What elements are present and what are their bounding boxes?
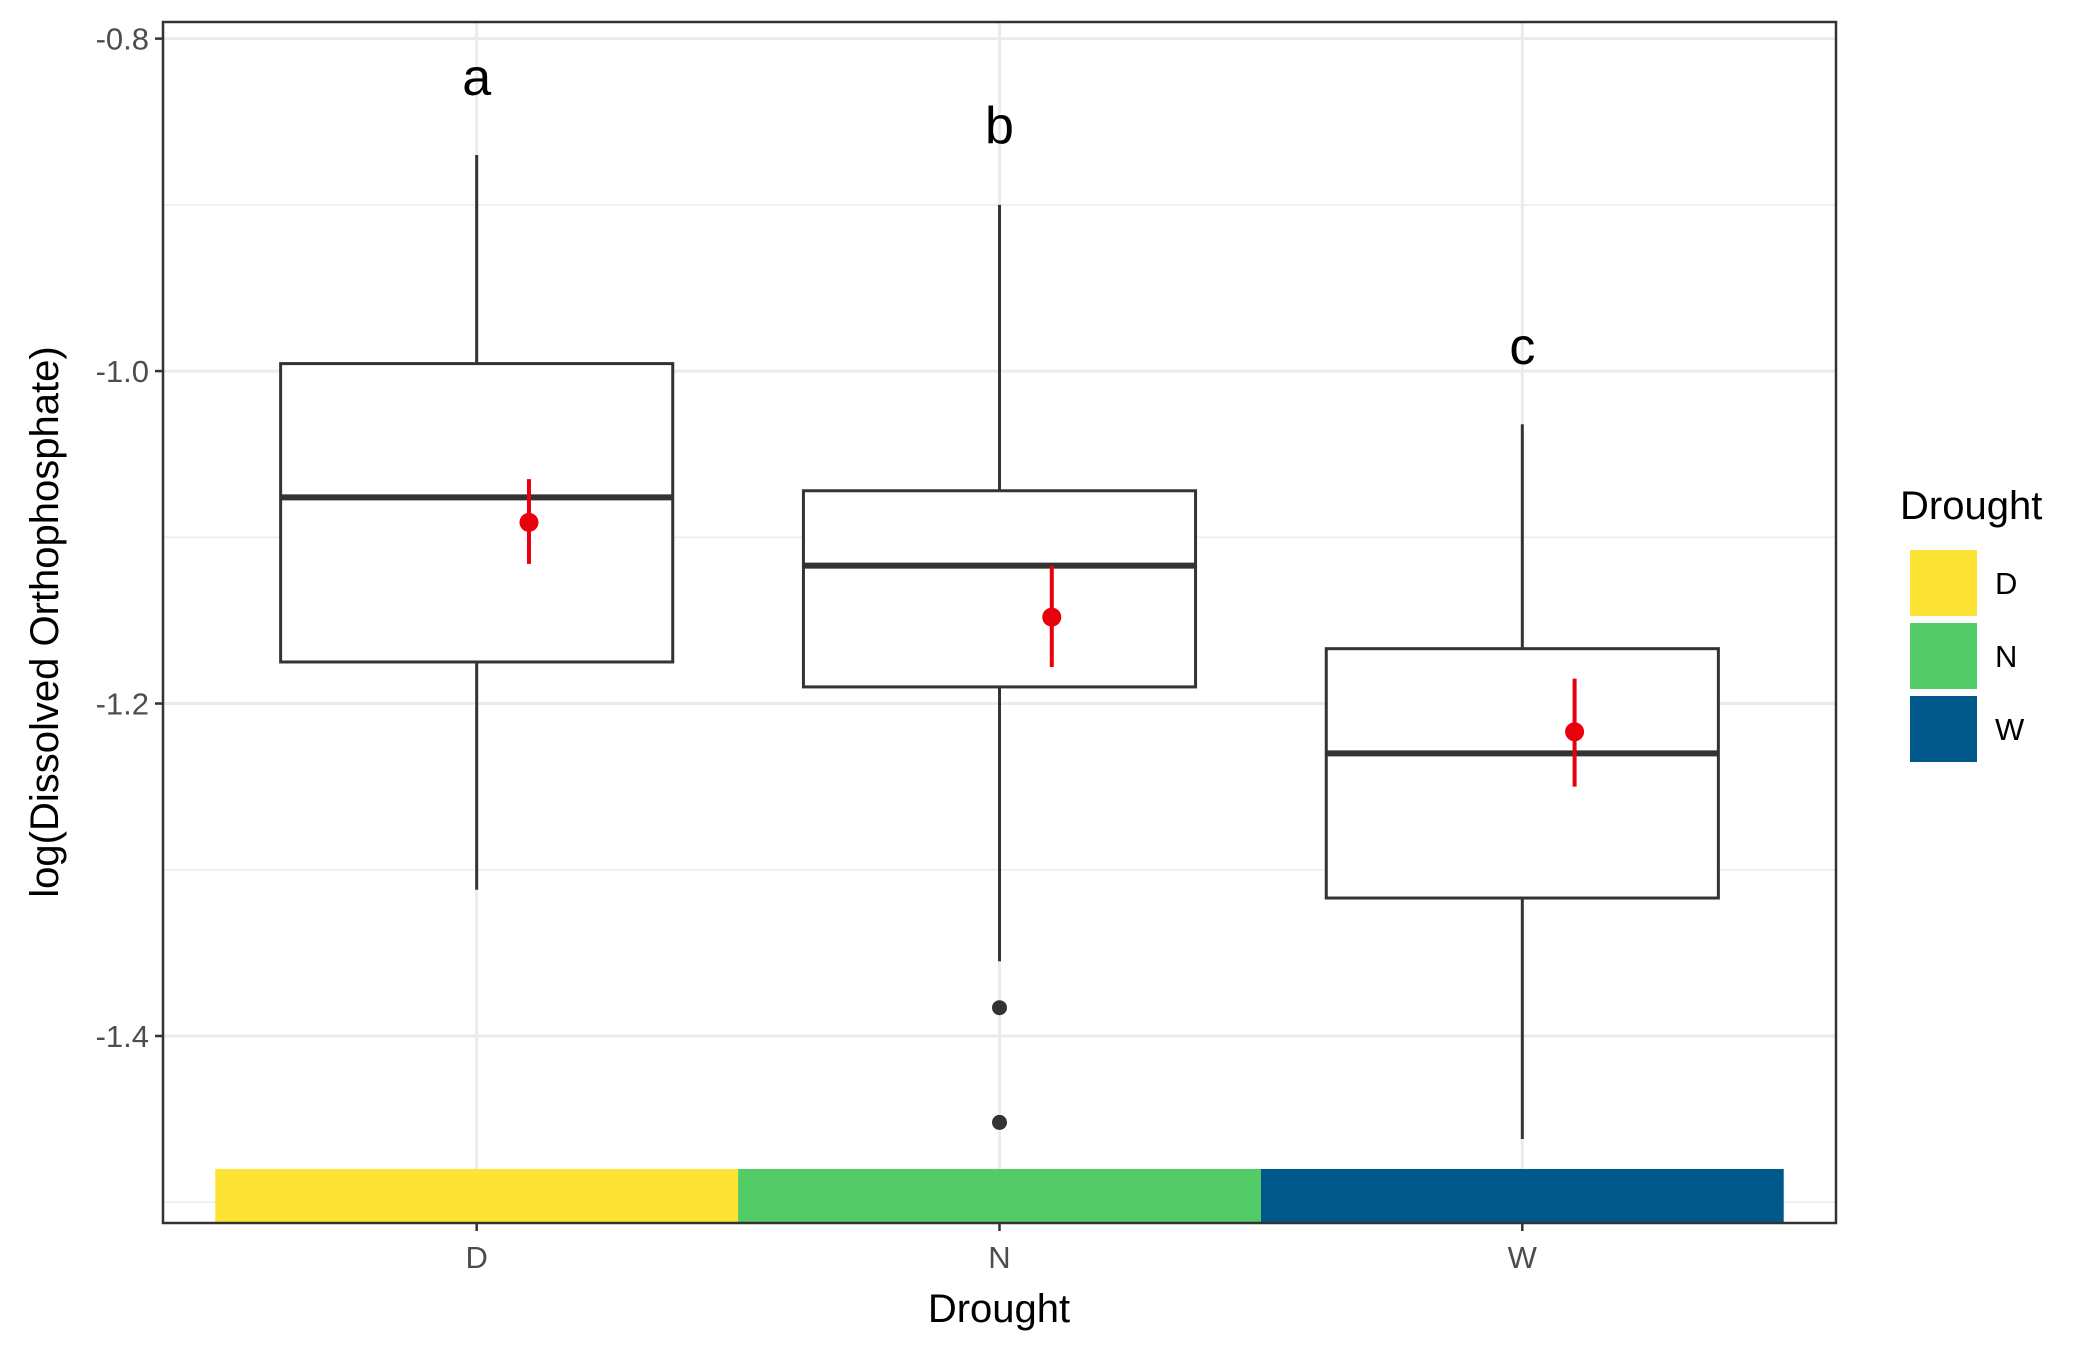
legend-key-n bbox=[1910, 623, 1977, 689]
mean-point bbox=[1042, 607, 1062, 627]
color-bar-segment-n bbox=[738, 1168, 1261, 1223]
outlier-point bbox=[992, 1114, 1007, 1130]
y-tick-label: -1.4 bbox=[96, 1019, 149, 1054]
legend-label-w: W bbox=[1995, 712, 2025, 747]
mean-point bbox=[1565, 722, 1585, 742]
significance-letters: a b c bbox=[462, 49, 1535, 376]
x-tick-label: N bbox=[988, 1240, 1010, 1275]
color-bar bbox=[215, 1168, 1784, 1223]
y-tick-label: -1.0 bbox=[96, 354, 149, 389]
x-tick-label: D bbox=[465, 1240, 487, 1275]
legend-label-n: N bbox=[1995, 639, 2017, 674]
x-axis-title: Drought bbox=[928, 1287, 1070, 1331]
legend-title: Drought bbox=[1900, 484, 2042, 528]
box-d bbox=[279, 154, 675, 890]
y-tick-label: -1.2 bbox=[96, 687, 149, 722]
box-n bbox=[801, 204, 1198, 1130]
boxes bbox=[279, 154, 1720, 1140]
box-iqr bbox=[1324, 647, 1720, 900]
mean-point bbox=[519, 512, 539, 532]
x-tick-label: W bbox=[1508, 1240, 1538, 1275]
legend: Drought D N W bbox=[1900, 484, 2042, 762]
color-bar-segment-d bbox=[215, 1168, 739, 1223]
significance-letter-d: a bbox=[462, 49, 491, 107]
y-tick-label: -0.8 bbox=[96, 22, 149, 57]
legend-key-d bbox=[1910, 550, 1977, 616]
y-axis-title: log(Dissolved Orthophosphate) bbox=[23, 346, 67, 897]
box-iqr bbox=[801, 489, 1198, 689]
legend-key-w bbox=[1910, 696, 1977, 762]
box-w bbox=[1324, 424, 1720, 1140]
box-iqr bbox=[279, 362, 675, 664]
legend-label-d: D bbox=[1995, 566, 2017, 601]
color-bar-segment-w bbox=[1260, 1168, 1784, 1223]
outlier-point bbox=[992, 1000, 1007, 1016]
significance-letter-n: b bbox=[985, 97, 1014, 155]
y-axis: -0.8 -1.0 -1.2 -1.4 bbox=[96, 22, 163, 1054]
significance-letter-w: c bbox=[1509, 318, 1535, 376]
